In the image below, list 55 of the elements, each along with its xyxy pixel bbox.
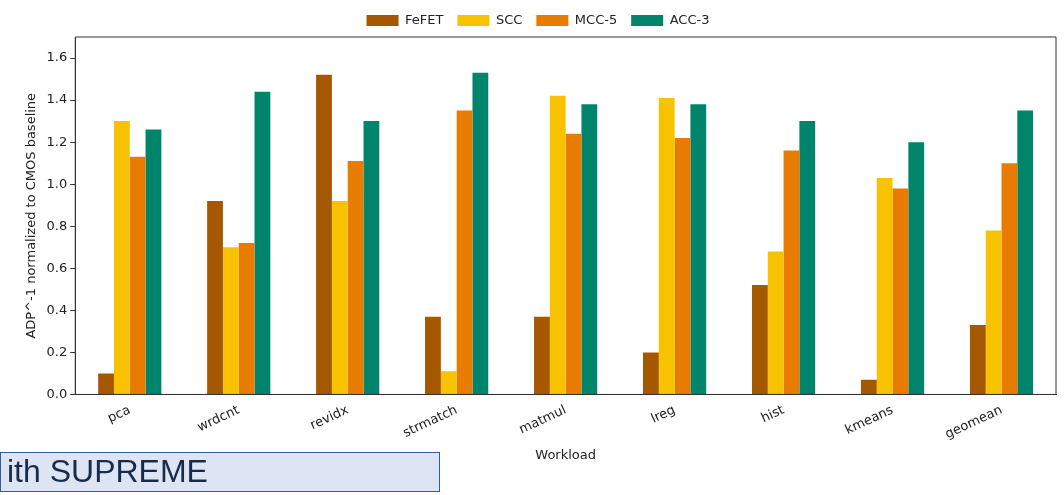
bar [222,247,239,394]
bar [643,352,659,394]
bar [440,371,457,394]
bar [581,104,598,394]
y-tick-label: 1.0 [46,175,68,191]
y-tick-label: 1.6 [46,49,68,65]
bar [908,142,925,394]
bar [892,188,909,394]
bar [238,243,255,394]
bar [534,316,550,394]
x-tick-label: pca [104,401,133,426]
bar [674,137,691,394]
x-axis-title: Workload [535,446,596,462]
bar [207,201,223,394]
y-tick-label: 1.2 [46,133,68,149]
legend-label: ACC-3 [669,11,710,27]
bar [969,325,986,394]
x-tick-label: lreg [648,401,678,426]
bar [472,72,489,394]
legend-label: MCC-5 [574,11,618,27]
y-tick-label: 0.6 [46,259,68,275]
bar [783,150,800,394]
bar [690,104,707,394]
bar [549,95,566,394]
bar [347,161,364,394]
bar [1001,163,1018,394]
bar [113,121,130,394]
bar [316,74,332,394]
y-tick-label: 0.2 [46,343,68,359]
y-tick-label: 0.0 [46,385,68,401]
bar [363,121,380,394]
bar [565,133,582,394]
bar [799,121,816,394]
y-tick-label: 0.4 [46,301,68,317]
y-axis-title: ADP^-1 normalized to CMOS baseline [23,92,39,339]
bar [98,373,114,394]
legend-label: FeFET [405,11,444,27]
y-tick-label: 0.8 [46,217,68,233]
legend-label: SCC [495,11,523,27]
bar [254,91,271,394]
bar [331,201,348,394]
bar [985,230,1002,394]
text: ith SUPREME [0,452,440,492]
bar [145,129,162,394]
bar [751,285,768,394]
y-tick-label: 1.4 [46,91,68,107]
bar [425,316,441,394]
bar [767,251,784,394]
x-tick-label: hist [758,401,787,426]
bar [876,177,893,394]
bar [1017,110,1034,394]
bar [658,97,675,394]
bar [129,156,146,394]
bar [860,379,877,394]
bar [456,110,473,394]
